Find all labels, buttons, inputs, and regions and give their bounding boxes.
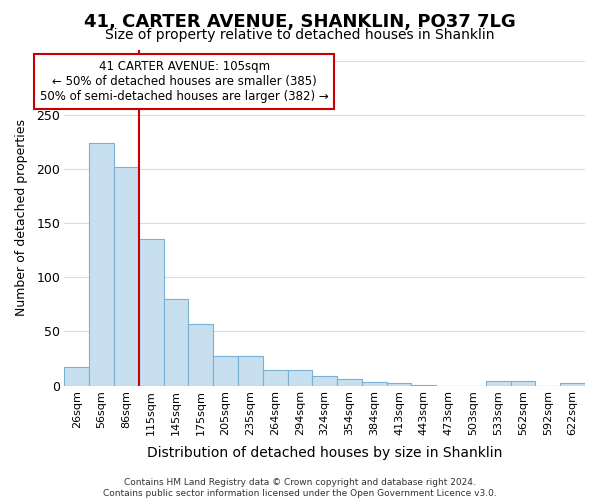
- Bar: [362, 382, 386, 386]
- Text: Size of property relative to detached houses in Shanklin: Size of property relative to detached ho…: [105, 28, 495, 42]
- Bar: [386, 384, 412, 386]
- Bar: [560, 384, 585, 386]
- Bar: [64, 367, 89, 386]
- Bar: [263, 370, 287, 386]
- Bar: [114, 167, 139, 386]
- Text: 41, CARTER AVENUE, SHANKLIN, PO37 7LG: 41, CARTER AVENUE, SHANKLIN, PO37 7LG: [84, 12, 516, 30]
- Bar: [188, 324, 213, 386]
- Text: 41 CARTER AVENUE: 105sqm
← 50% of detached houses are smaller (385)
50% of semi-: 41 CARTER AVENUE: 105sqm ← 50% of detach…: [40, 60, 328, 103]
- Y-axis label: Number of detached properties: Number of detached properties: [15, 120, 28, 316]
- Bar: [511, 382, 535, 386]
- Bar: [287, 370, 312, 386]
- Bar: [312, 376, 337, 386]
- Bar: [213, 356, 238, 386]
- Bar: [164, 299, 188, 386]
- Bar: [238, 356, 263, 386]
- Text: Contains HM Land Registry data © Crown copyright and database right 2024.
Contai: Contains HM Land Registry data © Crown c…: [103, 478, 497, 498]
- Bar: [139, 240, 164, 386]
- X-axis label: Distribution of detached houses by size in Shanklin: Distribution of detached houses by size …: [147, 446, 502, 460]
- Bar: [412, 384, 436, 386]
- Bar: [337, 379, 362, 386]
- Bar: [89, 143, 114, 386]
- Bar: [486, 382, 511, 386]
